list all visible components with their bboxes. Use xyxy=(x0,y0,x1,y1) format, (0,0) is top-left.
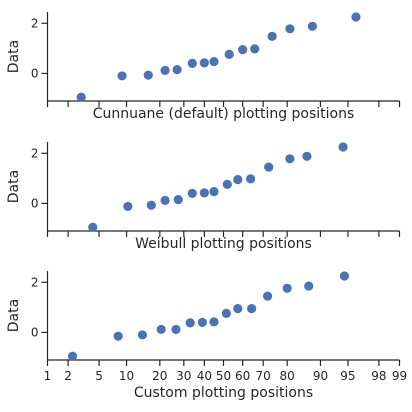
x-tick-label: 20 xyxy=(152,369,167,383)
data-point xyxy=(221,308,231,318)
x-axis-label: Custom plotting positions xyxy=(134,385,313,401)
data-point xyxy=(250,44,260,54)
x-tick-label: 40 xyxy=(197,369,212,383)
data-point xyxy=(156,324,166,335)
data-point xyxy=(117,71,127,81)
y-axis-label: Data xyxy=(6,170,22,203)
data-point xyxy=(247,304,257,314)
data-point xyxy=(88,222,98,232)
data-point xyxy=(185,318,195,328)
data-point xyxy=(351,12,361,22)
data-point xyxy=(224,49,234,59)
data-point xyxy=(160,195,170,206)
data-point xyxy=(222,179,232,189)
data-point xyxy=(339,271,350,281)
data-point xyxy=(76,92,86,102)
y-tick-label: 0 xyxy=(31,66,39,80)
data-point xyxy=(209,187,219,197)
x-tick-label: 99 xyxy=(392,369,407,383)
data-point xyxy=(137,330,148,340)
x-tick-label: 80 xyxy=(280,369,295,383)
x-tick-label: 50 xyxy=(216,369,231,383)
x-tick-label: 70 xyxy=(256,369,271,383)
data-point xyxy=(143,70,153,80)
data-point xyxy=(267,31,277,41)
data-point xyxy=(123,201,133,212)
data-point xyxy=(146,200,156,210)
data-point xyxy=(304,281,314,291)
y-tick-label: 0 xyxy=(31,196,39,210)
x-tick-label: 95 xyxy=(340,369,355,383)
x-axis-label: Cunnuane (default) plotting positions xyxy=(93,106,355,122)
data-point xyxy=(199,188,209,198)
x-tick-label: 30 xyxy=(176,369,191,383)
data-point xyxy=(171,324,181,335)
y-tick-label: 0 xyxy=(31,325,39,339)
x-tick-label: 5 xyxy=(95,369,103,383)
data-point xyxy=(67,351,78,361)
x-tick-label: 2 xyxy=(64,369,72,383)
y-tick-label: 2 xyxy=(31,275,39,289)
x-tick-label: 1 xyxy=(44,369,52,383)
data-point xyxy=(285,24,295,34)
data-point xyxy=(113,331,123,341)
data-point xyxy=(209,317,219,327)
y-tick-label: 2 xyxy=(31,16,39,30)
data-point xyxy=(238,45,248,55)
data-point xyxy=(338,142,348,152)
x-tick-label: 90 xyxy=(313,369,328,383)
data-point xyxy=(187,188,197,198)
data-point xyxy=(160,65,170,76)
x-tick-label: 60 xyxy=(235,369,250,383)
data-point xyxy=(173,195,183,205)
y-tick-label: 2 xyxy=(31,146,39,160)
data-point xyxy=(233,175,243,185)
data-point xyxy=(172,65,182,75)
data-point xyxy=(187,58,197,68)
data-point xyxy=(282,283,292,293)
data-point xyxy=(307,21,317,31)
data-point xyxy=(262,291,273,301)
data-point xyxy=(285,154,295,164)
data-point xyxy=(233,304,243,314)
data-point xyxy=(264,162,274,172)
data-point xyxy=(209,57,219,67)
data-point xyxy=(246,174,256,184)
y-axis-label: Data xyxy=(6,40,22,73)
x-tick-label: 10 xyxy=(119,369,134,383)
data-point xyxy=(197,317,207,327)
y-axis-label: Data xyxy=(6,299,22,332)
data-point xyxy=(302,151,312,161)
x-axis-label: Weibull plotting positions xyxy=(135,236,312,252)
data-point xyxy=(199,58,209,68)
x-tick-label: 98 xyxy=(371,369,386,383)
